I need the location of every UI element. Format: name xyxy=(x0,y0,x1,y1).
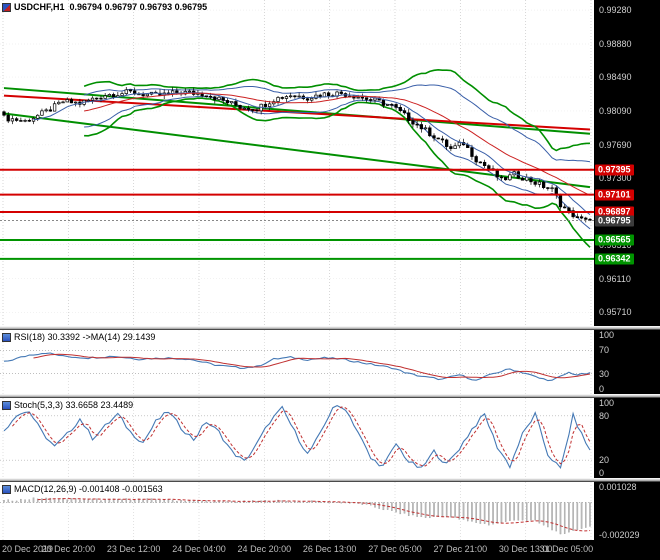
price-badge: 0.96897 xyxy=(595,206,634,218)
price-badge: 0.96342 xyxy=(595,253,634,265)
time-label: 23 Dec 12:00 xyxy=(106,544,161,554)
indicator-tick: 100 xyxy=(599,398,615,408)
time-label: 20 Dec 2019 xyxy=(2,544,54,554)
macd-window-icon[interactable] xyxy=(2,485,11,494)
stoch-window-icon[interactable] xyxy=(2,401,11,410)
macd-axis[interactable]: 0.001028 -0.002029 xyxy=(594,482,660,540)
indicator-tick: 80 xyxy=(599,410,610,421)
indicator-tick: -0.002029 xyxy=(599,530,640,540)
time-label: 27 Dec 21:00 xyxy=(433,544,488,554)
indicator-tick: 20 xyxy=(599,455,610,466)
symbol-label: USDCHF,H1 xyxy=(14,2,65,12)
rsi-panel: RSI(18) 30.3392 ->MA(14) 29.1439 100 70 30… xyxy=(0,330,660,394)
panel-divider[interactable] xyxy=(0,394,660,398)
stoch-label: Stoch(5,3,3) 33.6658 23.4489 xyxy=(14,400,134,410)
macd-label: MACD(12,26,9) -0.001408 -0.001563 xyxy=(14,484,163,494)
indicator-tick: 70 xyxy=(599,345,610,356)
time-label: 20 Dec 20:00 xyxy=(41,544,96,554)
price-badge: 0.97101 xyxy=(595,189,634,201)
panel-divider[interactable] xyxy=(0,478,660,482)
main-chart-canvas[interactable] xyxy=(0,0,594,326)
rsi-axis[interactable]: 100 70 30 0 xyxy=(594,330,660,394)
stoch-axis[interactable]: 100 80 20 0 xyxy=(594,398,660,478)
macd-canvas[interactable] xyxy=(0,482,594,540)
stoch-panel: Stoch(5,3,3) 33.6658 23.4489 100 80 20 0 xyxy=(0,398,660,478)
price-tick: 0.98880 xyxy=(599,39,632,50)
price-tick: 0.98090 xyxy=(599,105,632,116)
indicator-tick: 100 xyxy=(599,330,615,340)
price-badge: 0.97395 xyxy=(595,164,634,176)
macd-plot[interactable]: MACD(12,26,9) -0.001408 -0.001563 xyxy=(0,482,594,540)
chart-title: USDCHF,H1 0.96794 0.96797 0.96793 0.9679… xyxy=(14,2,207,12)
macd-panel: MACD(12,26,9) -0.001408 -0.001563 0.0010… xyxy=(0,482,660,540)
rsi-window-icon[interactable] xyxy=(2,333,11,342)
indicator-tick: 0 xyxy=(599,384,605,394)
rsi-label: RSI(18) 30.3392 ->MA(14) 29.1439 xyxy=(14,332,156,342)
price-tick: 0.95710 xyxy=(599,307,632,318)
time-label: 26 Dec 13:00 xyxy=(302,544,357,554)
time-label: 24 Dec 20:00 xyxy=(237,544,292,554)
price-tick: 0.96110 xyxy=(599,273,631,284)
time-label: 31 Dec 05:00 xyxy=(539,544,594,554)
price-tick: 0.97690 xyxy=(599,139,632,150)
time-axis[interactable]: 20 Dec 2019 20 Dec 20:00 23 Dec 12:00 24 De… xyxy=(0,540,660,560)
chart-window-icon[interactable] xyxy=(2,3,11,12)
indicator-tick: 30 xyxy=(599,368,610,379)
time-label: 30 Dec 13:00 xyxy=(498,544,553,554)
main-chart-panel: USDCHF,H1 0.96794 0.96797 0.96793 0.9679… xyxy=(0,0,660,326)
time-label: 24 Dec 04:00 xyxy=(172,544,226,554)
indicator-tick: 0 xyxy=(599,468,605,478)
price-tick: 0.99280 xyxy=(599,5,632,16)
price-axis[interactable]: 0.99280 0.98880 0.98490 0.98090 0.97690 0.973… xyxy=(594,0,660,326)
price-badge: 0.96795 xyxy=(595,215,634,227)
price-tick: 0.97300 xyxy=(599,172,632,183)
rsi-canvas[interactable] xyxy=(0,330,594,394)
panel-divider[interactable] xyxy=(0,326,660,330)
indicator-tick: 0.001028 xyxy=(599,482,637,492)
main-chart-plot[interactable]: USDCHF,H1 0.96794 0.96797 0.96793 0.9679… xyxy=(0,0,594,326)
stoch-plot[interactable]: Stoch(5,3,3) 33.6658 23.4489 xyxy=(0,398,594,478)
price-badge: 0.96565 xyxy=(595,234,634,246)
price-tick: 0.98490 xyxy=(599,72,632,83)
time-label: 27 Dec 05:00 xyxy=(368,544,422,554)
ohlc-values: 0.96794 0.96797 0.96793 0.96795 xyxy=(69,2,208,12)
rsi-plot[interactable]: RSI(18) 30.3392 ->MA(14) 29.1439 xyxy=(0,330,594,394)
stoch-canvas[interactable] xyxy=(0,398,594,478)
